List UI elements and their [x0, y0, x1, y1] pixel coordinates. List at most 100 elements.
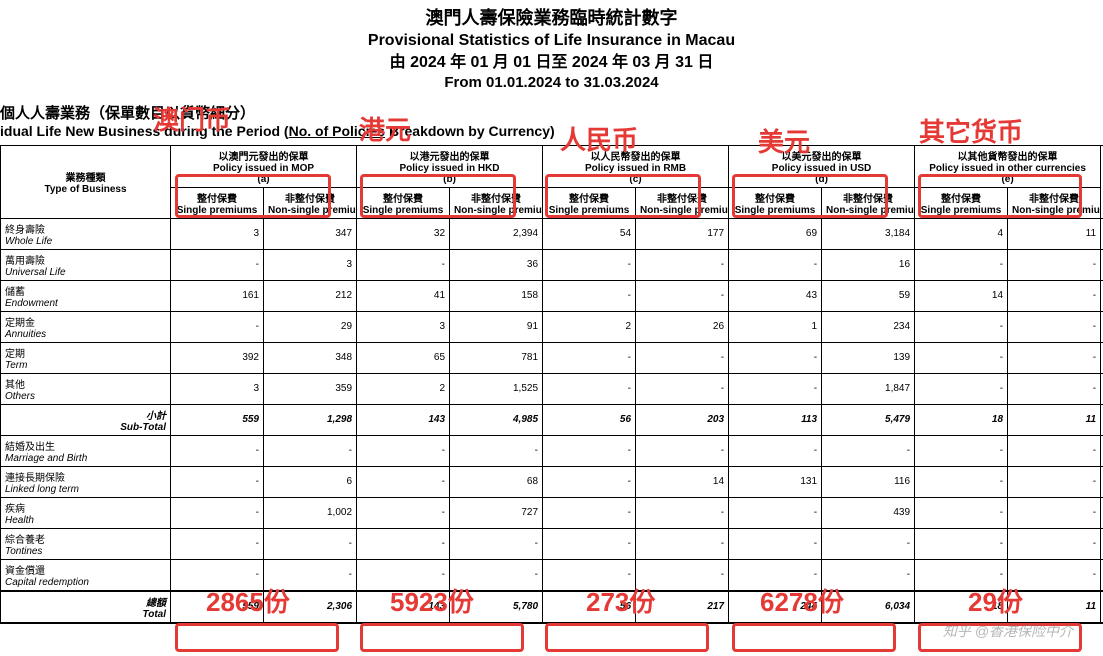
cell-value: 3,184 [822, 218, 915, 249]
cell-value: - [1008, 311, 1101, 342]
cell-value: 68 [450, 466, 543, 497]
cell-value: 6 [264, 466, 357, 497]
cell-value: - [543, 373, 636, 404]
cell-value: - [822, 435, 915, 466]
cell-value: - [636, 373, 729, 404]
cell-value: 3 [264, 249, 357, 280]
cell-value: 56 [543, 404, 636, 435]
cell-value: 177 [636, 218, 729, 249]
cell-value: - [543, 249, 636, 280]
col-nonsingle-premiums: 非整付保費Non-single premiums [636, 187, 729, 218]
cell-value: - [171, 497, 264, 528]
cell-value: - [636, 497, 729, 528]
table-row: 疾病Health-1,002-727---439-- [1, 497, 1103, 528]
cell-value: 4 [915, 218, 1008, 249]
annotation-label: 港元 [359, 110, 411, 147]
cell-value: 5,479 [822, 404, 915, 435]
cell-value: - [450, 528, 543, 559]
col-currency-usd: 以美元發出的保單 Policy issued in USD (d) [729, 145, 915, 187]
table-row: 小計Sub-Total5591,2981434,985562031135,479… [1, 404, 1103, 435]
annotation-label: 5923份 [390, 582, 474, 619]
cell-value: - [543, 528, 636, 559]
cell-value: 2,394 [450, 218, 543, 249]
cell-value: - [1008, 435, 1101, 466]
cell-value: - [1008, 373, 1101, 404]
cell-value: - [1008, 249, 1101, 280]
cell-value: - [636, 249, 729, 280]
cell-value: 131 [729, 466, 822, 497]
cell-value: 91 [450, 311, 543, 342]
cell-value: 158 [450, 280, 543, 311]
cell-value: - [915, 311, 1008, 342]
policies-table: 業務種類 Type of Business 以澳門元發出的保單 Policy i… [0, 145, 1103, 624]
cell-value: - [171, 466, 264, 497]
annotation-box [732, 623, 896, 652]
cell-value: - [171, 435, 264, 466]
table-row: 儲蓄Endowment16121241158--435914- [1, 280, 1103, 311]
cell-value: 16 [822, 249, 915, 280]
cell-value: 559 [171, 404, 264, 435]
row-label: 資金償還Capital redemption [1, 559, 171, 591]
cell-value: - [1008, 342, 1101, 373]
row-label: 其他Others [1, 373, 171, 404]
annotation-label: 273份 [586, 582, 655, 619]
col-nonsingle-premiums: 非整付保費Non-single premiums [264, 187, 357, 218]
date-zh: 由 2024 年 01 月 01 日至 2024 年 03 月 31 日 [0, 52, 1103, 74]
title-zh: 澳門人壽保險業務臨時統計數字 [0, 6, 1103, 30]
cell-value: - [729, 373, 822, 404]
row-label: 終身壽險Whole Life [1, 218, 171, 249]
cell-value: - [729, 528, 822, 559]
col-single-premiums: 整付保費Single premiums [171, 187, 264, 218]
cell-value: - [543, 280, 636, 311]
annotation-box [360, 623, 524, 652]
cell-value: - [822, 528, 915, 559]
cell-value: 2 [543, 311, 636, 342]
row-label: 小計Sub-Total [1, 404, 171, 435]
cell-value: 1,002 [264, 497, 357, 528]
cell-value: - [915, 249, 1008, 280]
cell-value: 2 [357, 373, 450, 404]
cell-value: - [1008, 528, 1101, 559]
cell-value: 359 [264, 373, 357, 404]
table-row: 其他Others335921,525---1,847-- [1, 373, 1103, 404]
cell-value: 32 [357, 218, 450, 249]
col-single-premiums: 整付保費Single premiums [357, 187, 450, 218]
annotation-label: 2865份 [206, 582, 290, 619]
cell-value: - [543, 497, 636, 528]
cell-value: 781 [450, 342, 543, 373]
cell-value: - [357, 497, 450, 528]
cell-value: 116 [822, 466, 915, 497]
row-label: 定期Term [1, 342, 171, 373]
cell-value: 212 [264, 280, 357, 311]
cell-value: - [1008, 497, 1101, 528]
cell-value: - [915, 528, 1008, 559]
report-header: 澳門人壽保險業務臨時統計數字 Provisional Statistics of… [0, 0, 1103, 94]
cell-value: 41 [357, 280, 450, 311]
col-single-premiums: 整付保費Single premiums [729, 187, 822, 218]
cell-value: - [915, 435, 1008, 466]
title-en: Provisional Statistics of Life Insurance… [0, 30, 1103, 52]
col-nonsingle-premiums: 非整付保費Non-single premiums [450, 187, 543, 218]
table-row: 連接長期保險Linked long term-6-68-14131116-- [1, 466, 1103, 497]
cell-value: 139 [822, 342, 915, 373]
cell-value: - [1008, 280, 1101, 311]
annotation-label: 人民币 [560, 120, 638, 157]
cell-value: 3 [171, 373, 264, 404]
cell-value: 113 [729, 404, 822, 435]
cell-value: - [450, 435, 543, 466]
cell-value: - [543, 466, 636, 497]
row-label: 結婚及出生Marriage and Birth [1, 435, 171, 466]
cell-value: - [915, 497, 1008, 528]
annotation-label: 29份 [968, 582, 1023, 619]
cell-value: - [543, 435, 636, 466]
cell-value: - [1008, 466, 1101, 497]
cell-value: - [636, 528, 729, 559]
annotation-label: 美元 [758, 122, 810, 159]
cell-value: 392 [171, 342, 264, 373]
cell-value: 348 [264, 342, 357, 373]
cell-value: 161 [171, 280, 264, 311]
cell-value: 143 [357, 404, 450, 435]
cell-value: 3 [171, 218, 264, 249]
cell-value: 14 [915, 280, 1008, 311]
annotation-box [175, 623, 339, 652]
